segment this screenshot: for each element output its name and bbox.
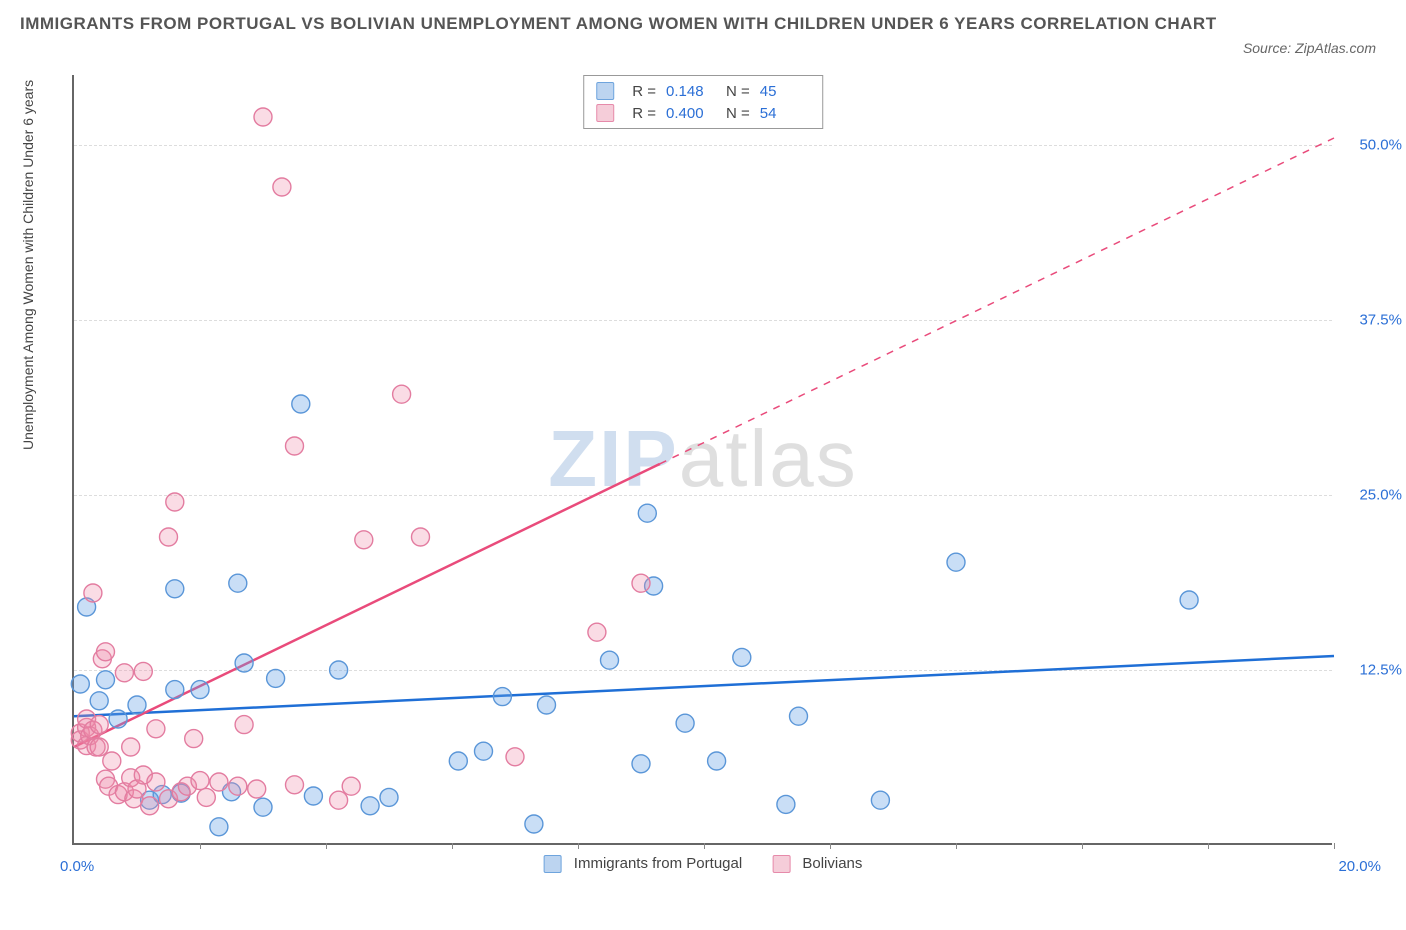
y-tick-label: 50.0%: [1342, 137, 1402, 154]
data-point: [97, 643, 115, 661]
legend-item-series-2: Bolivians: [772, 855, 862, 873]
data-point: [197, 788, 215, 806]
data-point: [493, 688, 511, 706]
x-tick: [1334, 843, 1335, 849]
data-point: [166, 580, 184, 598]
data-point: [733, 648, 751, 666]
data-point: [330, 661, 348, 679]
stats-row-series-1: R = 0.148 N = 45: [596, 80, 810, 102]
data-point: [109, 710, 127, 728]
scatter-svg: [74, 75, 1332, 843]
data-point: [361, 797, 379, 815]
data-point: [90, 716, 108, 734]
data-point: [632, 755, 650, 773]
data-point: [393, 385, 411, 403]
data-point: [449, 752, 467, 770]
data-point: [475, 742, 493, 760]
data-point: [191, 772, 209, 790]
source-attribution: Source: ZipAtlas.com: [1243, 40, 1376, 56]
data-point: [777, 795, 795, 813]
y-axis-title: Unemployment Among Women with Children U…: [20, 80, 36, 450]
data-point: [229, 777, 247, 795]
chart-plot-area: ZIPatlas R = 0.148 N = 45 R = 0.400 N = …: [72, 75, 1332, 845]
swatch-series-1: [596, 82, 614, 100]
y-tick-label: 25.0%: [1342, 487, 1402, 504]
data-point: [185, 730, 203, 748]
data-point: [90, 738, 108, 756]
data-point: [210, 818, 228, 836]
data-point: [84, 584, 102, 602]
data-point: [122, 738, 140, 756]
x-tick: [1208, 843, 1209, 849]
data-point: [601, 651, 619, 669]
data-point: [506, 748, 524, 766]
x-axis-series-legend: Immigrants from Portugal Bolivians: [544, 855, 863, 873]
data-point: [588, 623, 606, 641]
data-point: [355, 531, 373, 549]
x-tick: [830, 843, 831, 849]
data-point: [134, 662, 152, 680]
x-tick: [578, 843, 579, 849]
x-tick: [1082, 843, 1083, 849]
data-point: [304, 787, 322, 805]
data-point: [166, 681, 184, 699]
x-axis-min-label: 0.0%: [60, 858, 94, 875]
data-point: [229, 574, 247, 592]
data-point: [254, 798, 272, 816]
data-point: [267, 669, 285, 687]
data-point: [160, 528, 178, 546]
data-point: [273, 178, 291, 196]
x-tick: [326, 843, 327, 849]
data-point: [97, 671, 115, 689]
data-point: [412, 528, 430, 546]
x-axis-max-label: 20.0%: [1338, 858, 1381, 875]
data-point: [254, 108, 272, 126]
stats-legend-box: R = 0.148 N = 45 R = 0.400 N = 54: [583, 75, 823, 129]
data-point: [538, 696, 556, 714]
data-point: [90, 692, 108, 710]
chart-title: IMMIGRANTS FROM PORTUGAL VS BOLIVIAN UNE…: [20, 10, 1386, 37]
x-tick: [956, 843, 957, 849]
data-point: [103, 752, 121, 770]
data-point: [708, 752, 726, 770]
data-point: [525, 815, 543, 833]
data-point: [638, 504, 656, 522]
swatch-series-2: [596, 104, 614, 122]
data-point: [147, 773, 165, 791]
y-tick-label: 12.5%: [1342, 662, 1402, 679]
data-point: [115, 664, 133, 682]
swatch-series-2-bottom: [772, 855, 790, 873]
data-point: [286, 776, 304, 794]
data-point: [330, 791, 348, 809]
x-tick: [704, 843, 705, 849]
data-point: [871, 791, 889, 809]
swatch-series-1-bottom: [544, 855, 562, 873]
x-tick: [200, 843, 201, 849]
data-point: [235, 654, 253, 672]
data-point: [191, 681, 209, 699]
data-point: [380, 788, 398, 806]
data-point: [147, 720, 165, 738]
data-point: [71, 675, 89, 693]
data-point: [632, 574, 650, 592]
legend-item-series-1: Immigrants from Portugal: [544, 855, 743, 873]
data-point: [210, 773, 228, 791]
data-point: [342, 777, 360, 795]
data-point: [166, 493, 184, 511]
data-point: [248, 780, 266, 798]
data-point: [292, 395, 310, 413]
stats-row-series-2: R = 0.400 N = 54: [596, 102, 810, 124]
data-point: [676, 714, 694, 732]
data-point: [286, 437, 304, 455]
data-point: [947, 553, 965, 571]
data-point: [790, 707, 808, 725]
data-point: [1180, 591, 1198, 609]
y-tick-label: 37.5%: [1342, 312, 1402, 329]
data-point: [235, 716, 253, 734]
x-tick: [452, 843, 453, 849]
data-point: [141, 797, 159, 815]
data-point: [128, 696, 146, 714]
